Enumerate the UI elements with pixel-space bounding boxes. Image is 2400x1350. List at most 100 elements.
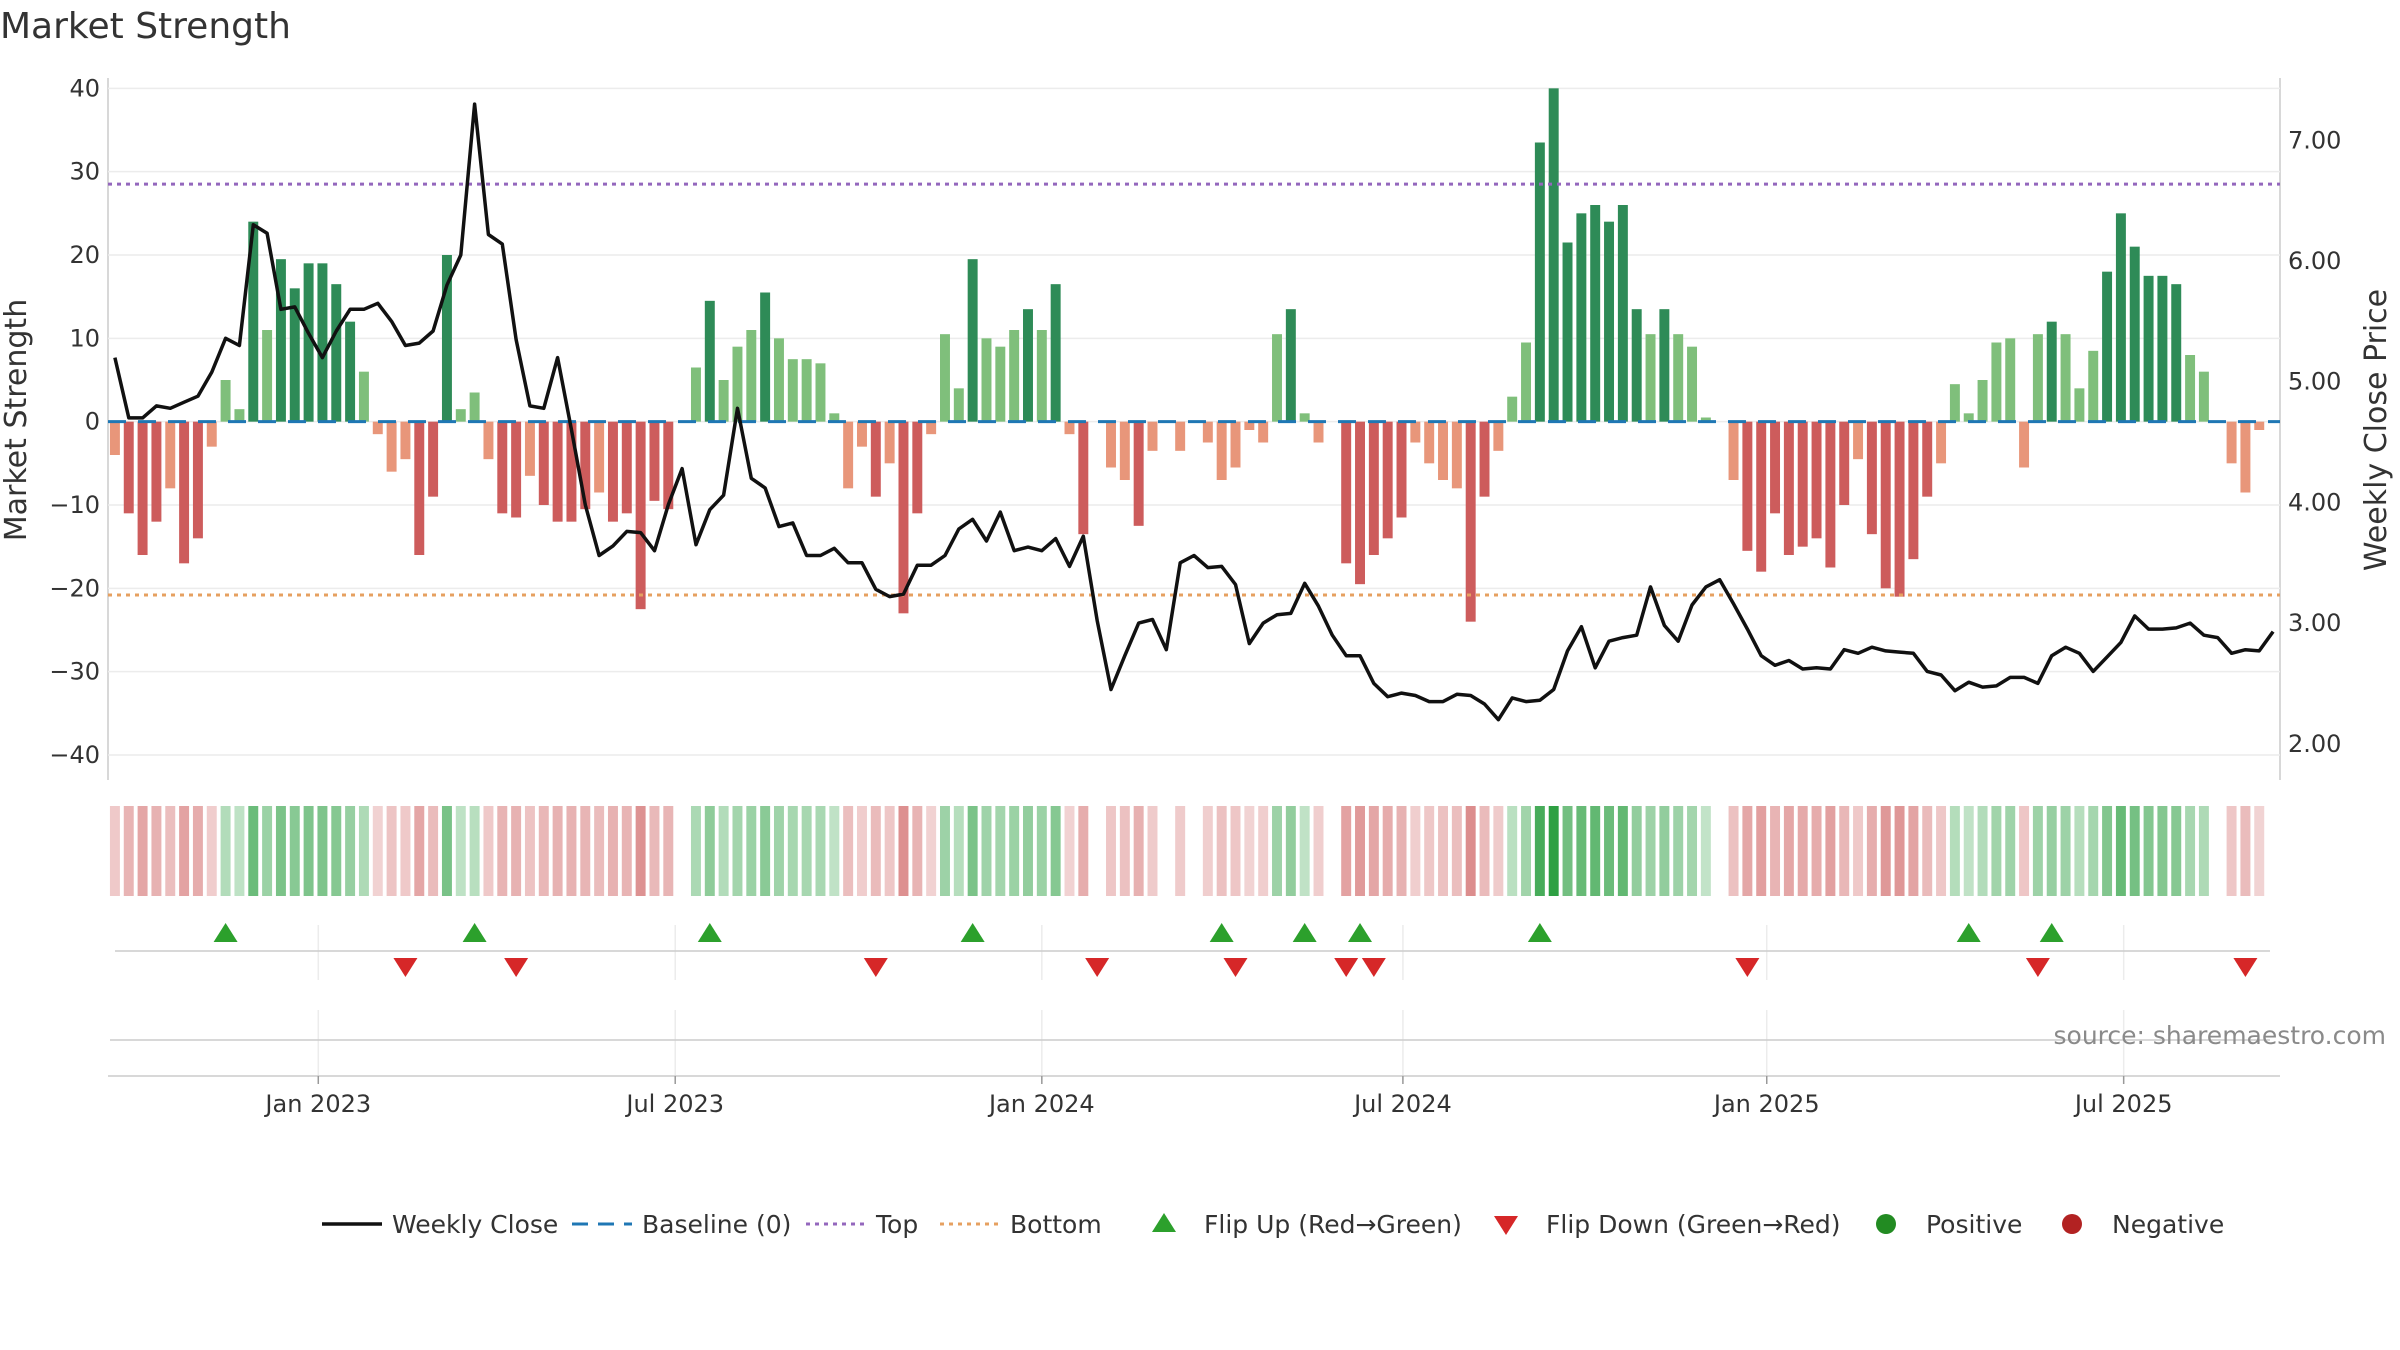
heat-cell [2115,806,2126,896]
heat-cell [151,806,162,896]
strength-bar [1908,421,1919,560]
flip-down-marker [863,958,888,977]
heat-cell [2254,806,2265,896]
strength-bar [192,421,203,539]
heat-cell [303,806,314,896]
heat-cell [2226,806,2237,896]
strength-bar [2157,275,2168,422]
chart-title: Market Strength [0,6,291,47]
strength-bar [635,421,646,610]
y-tick-label: 40 [69,74,100,102]
strength-bar [2102,271,2113,422]
heat-cell [1382,806,1393,896]
heat-cell [843,806,854,896]
heat-cell [1258,806,1269,896]
strength-bar [1396,421,1407,518]
strength-bar [275,259,286,422]
heat-cell [414,806,425,896]
heat-cell [1299,806,1310,896]
flip-down-marker [1361,958,1386,977]
strength-bar [1341,421,1352,564]
strength-bar [732,346,743,422]
flip-up-marker [2039,923,2064,942]
strength-bar [1106,421,1116,468]
strength-bar [1963,413,1974,422]
strength-bar [137,421,148,555]
strength-bar [248,221,259,422]
strength-bar [2088,350,2099,422]
strength-bar [856,421,867,447]
heat-cell [1811,806,1822,896]
strength-bar [2254,421,2265,430]
strength-bar [372,421,383,435]
strength-bar [815,363,826,422]
strength-bar [884,421,895,464]
flip-up-marker [462,923,487,942]
heat-cell [123,806,134,896]
heat-cell [1009,806,1020,896]
flip-up-marker [960,923,985,942]
strength-bar [262,330,273,422]
heat-cell [2171,806,2182,896]
y-tick-label: 0 [85,408,100,436]
strength-bar [1216,421,1227,480]
strength-bar [995,346,1006,422]
heat-cell [2129,806,2140,896]
heat-cell [1700,806,1711,896]
heat-cell [1189,806,1199,896]
strength-bar [1078,421,1089,535]
legend-label: Flip Down (Green→Red) [1546,1210,1841,1239]
strength-bar [2240,421,2251,493]
strength-bar [179,421,190,564]
strength-bar [1285,309,1296,422]
legend-swatch-flip-up [1152,1213,1176,1232]
heat-cell [1673,806,1684,896]
strength-bar [580,421,591,510]
heat-cell [1133,806,1144,896]
strength-bar [2198,371,2209,422]
y-tick-label: −40 [49,741,100,769]
heat-cell [801,806,812,896]
heat-cell [663,806,674,896]
heat-cell [220,806,231,896]
strength-bar [1866,421,1877,535]
strength-bar [524,421,535,476]
strength-bar [1700,417,1711,422]
heat-cell [1991,806,2002,896]
heat-cell [981,806,992,896]
heat-cell [441,806,452,896]
strength-bar [663,421,674,510]
reference-lines [108,182,2280,597]
heat-cell [1216,806,1227,896]
strength-bar [1299,413,1310,422]
legend-item: Weekly Close [322,1210,558,1239]
strength-bar [400,421,411,460]
heat-cell [1092,806,1102,896]
heat-cell [607,806,618,896]
heat-cell [621,806,632,896]
heat-cell [2046,806,2057,896]
strength-bar [1119,421,1130,480]
legend-item: Bottom [940,1210,1102,1239]
flip-up-marker [1292,923,1317,942]
strength-bar [483,421,494,460]
heat-cell [358,806,369,896]
strength-bar [1133,421,1144,526]
strength-bar [2032,334,2043,422]
heat-cell [1327,806,1337,896]
heat-cell [1908,806,1919,896]
flip-up-marker [1956,923,1981,942]
heat-cell [2060,806,2071,896]
heat-cell [1604,806,1615,896]
heat-cell [2074,806,2085,896]
strength-bar [1244,421,1255,430]
strength-bar [1604,221,1615,422]
strength-bar [2074,388,2085,422]
right-axis-ticks: 7.00 6.00 5.00 4.00 3.00 2.00 [2288,126,2341,757]
heat-cell [317,806,328,896]
heat-cell [455,806,466,896]
heat-cell [815,806,826,896]
legend-label: Top [875,1210,918,1239]
strength-bar [843,421,854,489]
